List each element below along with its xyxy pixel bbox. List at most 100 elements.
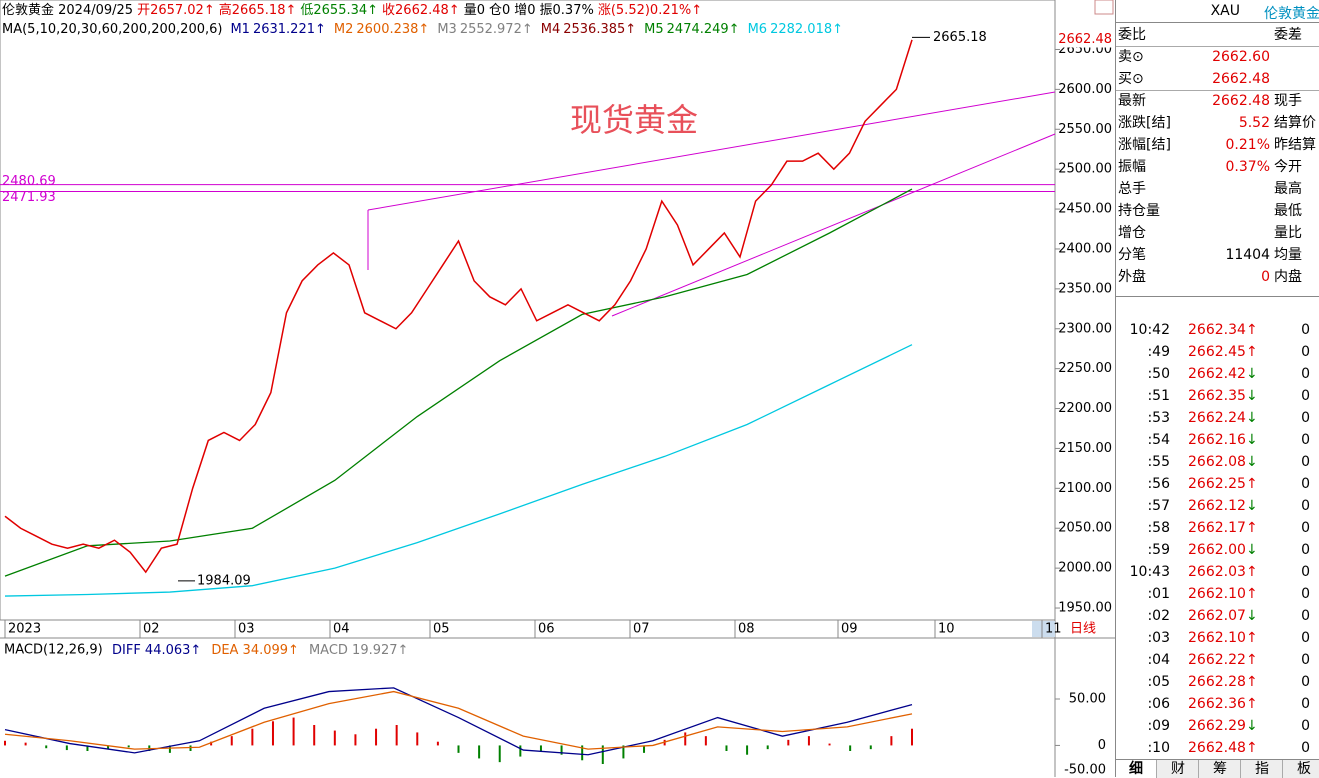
quote-panel: XAU 伦敦黄金 委比 委差 卖⊙ 2662.60 买⊙ 2662.48 最新 2662.48 现手… xyxy=(1115,0,1319,778)
x-tick-label: 05 xyxy=(433,622,450,637)
volume: 0 xyxy=(1301,454,1310,470)
tab[interactable]: 细 xyxy=(1116,760,1157,778)
label: 最高 xyxy=(1274,181,1302,197)
tick-row: :51 2662.35 ↓ 0 xyxy=(1116,385,1319,407)
direction: ↑ xyxy=(1246,696,1258,712)
label: 结算价 xyxy=(1274,115,1316,131)
diff-line xyxy=(4,687,913,756)
info-item: 收2662.48↑ xyxy=(382,3,460,18)
ma-line xyxy=(4,188,913,577)
direction: ↑ xyxy=(1246,630,1258,646)
y-tick-label: 0 xyxy=(1098,738,1106,753)
info-item: 振0.37% xyxy=(540,3,594,18)
volume: 0 xyxy=(1301,586,1310,602)
name: 伦敦黄金 xyxy=(1264,6,1319,22)
volume: 0 xyxy=(1301,410,1310,426)
info-item: 高2665.18↑ xyxy=(219,2,297,18)
value: 0.21% xyxy=(1225,137,1270,153)
volume: 0 xyxy=(1301,652,1310,668)
y-tick-label: 2300.00 xyxy=(1058,321,1112,336)
legend-item: MACD 19.927↑ xyxy=(309,643,408,658)
quote-row: 委比 委差 xyxy=(1116,24,1319,47)
quote-row: 分笔 11404 均量 xyxy=(1116,244,1319,266)
volume: 0 xyxy=(1301,388,1310,404)
direction: ↑ xyxy=(1246,322,1258,338)
tick-row: :09 2662.29 ↓ 0 xyxy=(1116,715,1319,737)
price: 2662.03 xyxy=(1188,564,1246,580)
direction: ↑ xyxy=(1246,586,1258,602)
value: 2662.60 xyxy=(1212,49,1270,65)
macd-label: MACD(12,26,9) xyxy=(4,643,103,658)
label: 量比 xyxy=(1274,225,1302,241)
direction: ↓ xyxy=(1246,432,1258,448)
quote-row: 买⊙ 2662.48 xyxy=(1116,68,1319,91)
legend-name: M2 xyxy=(334,22,354,37)
label: 现手 xyxy=(1274,93,1302,109)
price: 2662.00 xyxy=(1188,542,1246,558)
volume: 0 xyxy=(1301,498,1310,514)
period: 日线 xyxy=(1070,622,1096,637)
time: :53 xyxy=(1147,410,1170,426)
label: 涨跌[结] xyxy=(1118,115,1171,131)
tab[interactable]: 指 xyxy=(1242,760,1283,778)
high-note: 2665.18 xyxy=(933,30,987,45)
direction: ↓ xyxy=(1246,498,1258,514)
value: 11404 xyxy=(1225,247,1270,263)
price: 2662.35 xyxy=(1188,388,1246,404)
y-tick-label: 1950.00 xyxy=(1058,601,1112,616)
legend-value: 2474.249↑ xyxy=(667,22,740,37)
tick-row: :02 2662.07 ↓ 0 xyxy=(1116,605,1319,627)
tick-row: :10 2662.48 ↑ 0 xyxy=(1116,737,1319,759)
price: 2662.36 xyxy=(1188,696,1246,712)
corner-box xyxy=(1094,0,1114,15)
tab[interactable]: 财 xyxy=(1158,760,1199,778)
volume: 0 xyxy=(1301,542,1310,558)
y-tick-label: 2100.00 xyxy=(1058,481,1112,496)
time: :51 xyxy=(1147,388,1170,404)
trend-line xyxy=(611,133,1056,317)
quote-row: 外盘 0 内盘 xyxy=(1116,266,1319,288)
label: 持仓量 xyxy=(1118,203,1160,219)
label: 总手 xyxy=(1118,181,1146,197)
legend-name: M3 xyxy=(437,22,457,37)
x-tick-label: 07 xyxy=(633,622,650,637)
symbol: XAU xyxy=(1210,3,1240,19)
tick-row: :58 2662.17 ↑ 0 xyxy=(1116,517,1319,539)
price: 2662.24 xyxy=(1188,410,1246,426)
tab[interactable]: 板 xyxy=(1284,760,1319,778)
direction: ↓ xyxy=(1246,718,1258,734)
direction: ↑ xyxy=(1246,674,1258,690)
time: :05 xyxy=(1147,674,1170,690)
time: 10:43 xyxy=(1129,564,1170,580)
price: 2662.28 xyxy=(1188,674,1246,690)
tick-row: :54 2662.16 ↓ 0 xyxy=(1116,429,1319,451)
y-tick-label: 2550.00 xyxy=(1058,122,1112,137)
legend-value: 2631.221↑ xyxy=(253,22,326,37)
direction: ↓ xyxy=(1246,542,1258,558)
label: 均量 xyxy=(1274,247,1302,263)
low-note: 1984.09 xyxy=(197,573,251,588)
tab[interactable]: 筹 xyxy=(1200,760,1241,778)
x-tick-label: 03 xyxy=(238,622,255,637)
time: 10:42 xyxy=(1129,322,1170,338)
tab-label: 筹 xyxy=(1213,761,1227,777)
info-item: 仓0 xyxy=(489,3,510,18)
x-tick-label: 2023 xyxy=(8,622,41,637)
label: 委差 xyxy=(1274,27,1302,43)
time: :57 xyxy=(1147,498,1170,514)
label: 增仓 xyxy=(1118,225,1146,241)
price: 2662.10 xyxy=(1188,630,1246,646)
time: :55 xyxy=(1147,454,1170,470)
label: 内盘 xyxy=(1274,269,1302,285)
quote-row: 增仓 量比 xyxy=(1116,222,1319,244)
price: 2662.17 xyxy=(1188,520,1246,536)
label: 振幅 xyxy=(1118,159,1146,175)
tick-row: :05 2662.28 ↑ 0 xyxy=(1116,671,1319,693)
tick-row: 10:42 2662.34 ↑ 0 xyxy=(1116,319,1319,341)
legend-value: 2552.972↑ xyxy=(460,22,533,37)
y-tick-label: 2400.00 xyxy=(1058,241,1112,256)
volume: 0 xyxy=(1301,564,1310,580)
time: :50 xyxy=(1147,366,1170,382)
last-price-box xyxy=(1057,31,1113,48)
tick-row: :56 2662.25 ↑ 0 xyxy=(1116,473,1319,495)
